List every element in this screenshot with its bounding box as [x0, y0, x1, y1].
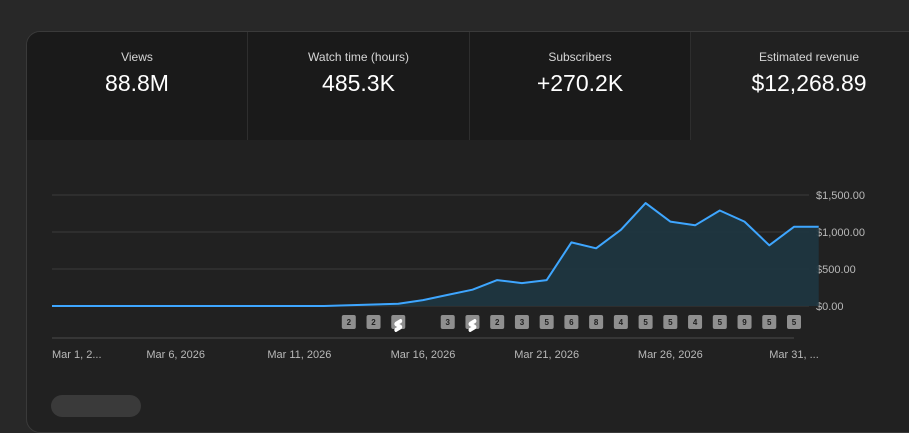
x-tick-label: Mar 16, 2026 — [391, 349, 456, 361]
video-marker-count: 5 — [668, 318, 673, 327]
video-marker-count: 8 — [594, 318, 599, 327]
video-marker-count: 5 — [718, 318, 723, 327]
video-marker-count: 3 — [520, 318, 525, 327]
y-tick-label: $1,000.00 — [816, 227, 865, 239]
series-area — [52, 203, 819, 306]
video-marker-count: 4 — [619, 318, 624, 327]
revenue-chart: $1,500.00 $1,000.00 $500.00 $0.00 2 2 3 2 3 5 6 8 4 5… — [27, 32, 909, 404]
video-marker-count: 5 — [544, 318, 549, 327]
see-more-button[interactable] — [51, 395, 141, 417]
x-tick-label: Mar 1, 2... — [52, 349, 102, 361]
y-tick-label: $1,500.00 — [816, 190, 865, 202]
analytics-card: Views 88.8M Watch time (hours) 485.3K Su… — [26, 31, 909, 433]
video-marker-count: 2 — [371, 318, 376, 327]
x-tick-label: Mar 11, 2026 — [267, 349, 331, 361]
video-marker-count: 9 — [742, 318, 747, 327]
x-tick-label: Mar 31, ... — [769, 349, 819, 361]
video-marker-count: 2 — [495, 318, 500, 327]
video-marker-count: 5 — [792, 318, 797, 327]
video-marker-count: 3 — [446, 318, 451, 327]
video-marker-count: 4 — [693, 318, 698, 327]
y-tick-label: $0.00 — [816, 301, 844, 313]
video-marker-count: 5 — [643, 318, 648, 327]
x-tick-label: Mar 21, 2026 — [514, 349, 579, 361]
video-marker-count: 2 — [347, 318, 352, 327]
y-tick-label: $500.00 — [816, 264, 856, 276]
video-marker-count: 5 — [767, 318, 772, 327]
x-tick-label: Mar 6, 2026 — [146, 349, 205, 361]
video-marker-count: 6 — [569, 318, 574, 327]
x-tick-label: Mar 26, 2026 — [638, 349, 703, 361]
